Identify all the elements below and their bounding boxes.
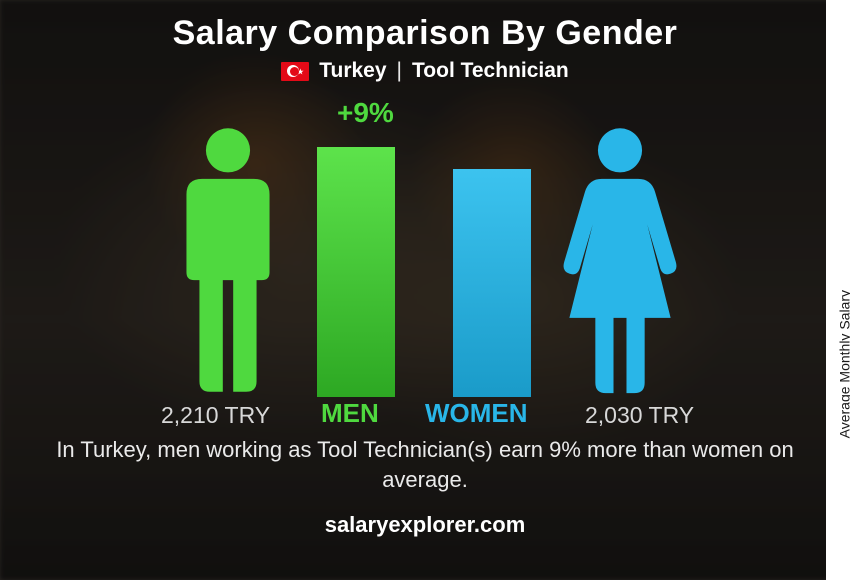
women-gender-label: WOMEN (425, 398, 528, 429)
content-layer: Salary Comparison By Gender ★ Turkey | T… (0, 0, 850, 580)
difference-badge: +9% (337, 97, 394, 129)
subtitle-divider: | (397, 59, 402, 83)
subtitle-row: ★ Turkey | Tool Technician (0, 59, 850, 83)
role-label: Tool Technician (412, 59, 569, 83)
man-icon (163, 127, 293, 397)
page-title: Salary Comparison By Gender (0, 0, 850, 53)
turkey-flag-icon: ★ (281, 62, 309, 81)
men-gender-label: MEN (321, 398, 379, 429)
men-salary-label: 2,210 TRY (161, 402, 270, 429)
women-salary-label: 2,030 TRY (585, 402, 694, 429)
summary-text: In Turkey, men working as Tool Technicia… (0, 435, 850, 494)
comparison-chart: +9% 2,210 TRY MEN WOMEN 2,030 TRY (115, 91, 735, 431)
footer-attribution: salaryexplorer.com (0, 512, 850, 538)
country-label: Turkey (319, 59, 386, 83)
woman-icon (555, 127, 685, 397)
men-bar (317, 147, 395, 397)
women-bar (453, 169, 531, 397)
